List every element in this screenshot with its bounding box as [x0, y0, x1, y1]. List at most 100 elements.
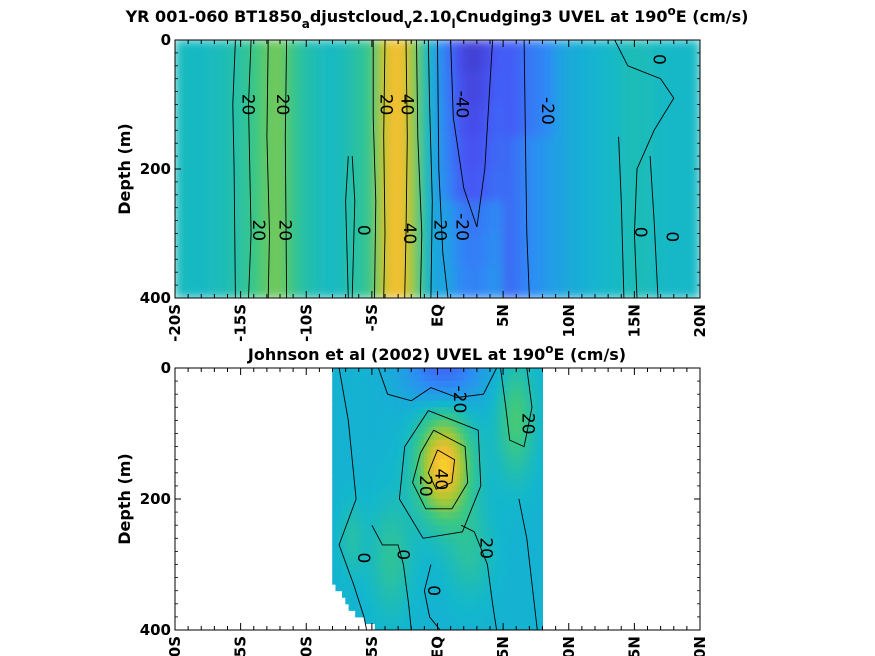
heatmap-cell: [256, 233, 262, 267]
heatmap-cell: [341, 71, 347, 106]
heatmap-cell: [492, 551, 498, 559]
heatmap-cell: [466, 544, 471, 552]
heatmap-cell: [653, 104, 659, 138]
heatmap-cell: [525, 136, 531, 170]
heatmap-cell: [240, 136, 245, 170]
heatmap-cell: [233, 71, 239, 106]
heatmap-cell: [309, 71, 314, 106]
heatmap-cell: [355, 374, 360, 382]
heatmap-cell: [473, 511, 478, 520]
heatmap-cell: [486, 200, 491, 235]
heatmap-cell: [332, 557, 337, 565]
heatmap-cell: [374, 104, 380, 138]
heatmap-cell: [420, 465, 425, 474]
heatmap-cell: [227, 136, 232, 170]
heatmap-cell: [427, 393, 432, 402]
heatmap-cell: [486, 610, 491, 618]
heatmap-cell: [483, 498, 488, 507]
heatmap-cell: [407, 616, 412, 624]
heatmap-cell: [345, 200, 350, 235]
heatmap-cell: [476, 400, 481, 408]
heatmap-cell: [476, 524, 481, 533]
heatmap-cell: [551, 71, 557, 106]
heatmap-cell: [345, 446, 350, 454]
heatmap-cell: [535, 544, 540, 552]
heatmap-cell: [430, 368, 435, 376]
heatmap-cell: [374, 459, 379, 467]
heatmap-cell: [355, 544, 360, 552]
heatmap-cell: [387, 577, 393, 585]
heatmap-cell: [456, 368, 461, 376]
heatmap-cell: [414, 168, 419, 202]
heatmap-cell: [466, 498, 471, 507]
heatmap-cell: [564, 265, 570, 298]
heatmap-cell: [391, 551, 396, 559]
heatmap-cell: [427, 426, 432, 434]
heatmap-cell: [473, 472, 478, 480]
heatmap-cell: [506, 465, 511, 474]
heatmap-cell: [338, 524, 343, 533]
heatmap-cell: [387, 590, 393, 598]
heatmap-cell: [502, 531, 507, 539]
heatmap-cell: [525, 400, 530, 408]
heatmap-cell: [447, 511, 452, 520]
heatmap-cell: [368, 603, 373, 611]
heatmap-cell: [492, 564, 498, 572]
heatmap-cell: [387, 168, 393, 202]
heatmap-cell: [387, 374, 393, 382]
heatmap-cell: [450, 551, 455, 559]
heatmap-cell: [443, 485, 448, 493]
heatmap-cell: [358, 498, 363, 507]
heatmap-cell: [482, 104, 488, 138]
heatmap-cell: [322, 200, 327, 235]
heatmap-cell: [676, 168, 682, 202]
heatmap-cell: [535, 518, 540, 526]
heatmap-cell: [397, 570, 402, 579]
heatmap-cell: [401, 564, 406, 572]
heatmap-cell: [519, 433, 524, 441]
heatmap-cell: [637, 200, 642, 235]
heatmap-cell: [407, 596, 412, 605]
heatmap-cell: [532, 623, 537, 630]
heatmap-cell: [627, 136, 632, 170]
heatmap-cell: [538, 479, 543, 487]
heatmap-cell: [515, 472, 521, 480]
heatmap-cell: [466, 104, 472, 138]
heatmap-cell: [450, 200, 455, 235]
heatmap-cell: [591, 71, 596, 106]
heatmap-cell: [424, 531, 429, 539]
heatmap-cell: [371, 393, 376, 402]
heatmap-cell: [368, 380, 373, 389]
heatmap-cell: [345, 104, 350, 138]
heatmap-cell: [551, 168, 557, 202]
heatmap-cell: [525, 413, 530, 421]
heatmap-cell: [236, 136, 242, 170]
heatmap-cell: [492, 387, 498, 395]
heatmap-cell: [512, 616, 517, 624]
heatmap-cell: [529, 603, 534, 611]
heatmap-cell: [358, 610, 363, 618]
heatmap-cell: [361, 610, 366, 618]
heatmap-cell: [397, 590, 402, 598]
heatmap-cell: [679, 233, 685, 267]
heatmap-cell: [404, 479, 409, 487]
heatmap-cell: [263, 40, 268, 73]
heatmap-cell: [342, 538, 347, 546]
heatmap-cell: [427, 583, 432, 592]
heatmap-cell: [483, 413, 488, 421]
heatmap-cell: [532, 426, 537, 434]
heatmap-cell: [338, 265, 344, 298]
heatmap-cell: [489, 544, 494, 552]
heatmap-cell: [496, 400, 501, 408]
heatmap-cell: [502, 446, 507, 454]
heatmap-cell: [515, 400, 521, 408]
heatmap-cell: [433, 426, 438, 434]
heatmap-cell: [361, 104, 367, 138]
heatmap-cell: [407, 531, 412, 539]
heatmap-cell: [420, 407, 425, 415]
heatmap-cell: [204, 233, 209, 267]
heatmap-cell: [486, 439, 491, 448]
heatmap-cell: [496, 505, 501, 513]
heatmap-cell: [456, 407, 461, 415]
heatmap-cell: [515, 485, 521, 493]
